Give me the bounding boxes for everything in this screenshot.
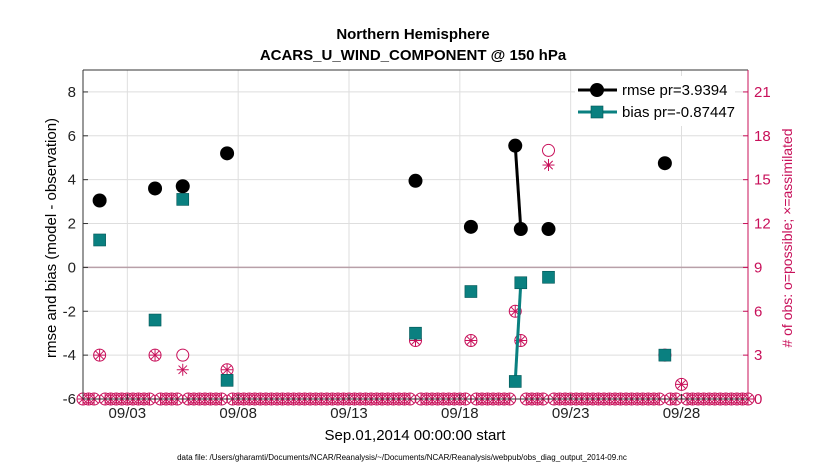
x-tick-label: 09/08 xyxy=(219,405,257,422)
y-tick-label: 2 xyxy=(68,216,76,233)
bias-point xyxy=(464,285,478,298)
rmse-point xyxy=(148,181,163,196)
legend-rmse-label: rmse pr=3.9394 xyxy=(622,82,727,99)
rmse-segment xyxy=(513,145,523,230)
y2-tick-label: 6 xyxy=(754,303,762,320)
y-tick-label: 0 xyxy=(68,259,76,276)
legend-bias-marker xyxy=(590,105,604,119)
rmse-point xyxy=(657,156,672,171)
obs-assimilated-marker xyxy=(149,349,162,362)
obs-assimilated-marker xyxy=(542,159,555,172)
y-tick-label: 8 xyxy=(68,84,76,101)
y2-tick-label: 15 xyxy=(754,172,771,189)
obs-assimilated-marker xyxy=(93,349,106,362)
y-tick-label: 4 xyxy=(68,172,76,189)
x-axis-label: Sep.01,2014 00:00:00 start xyxy=(325,427,507,444)
obs-assimilated-marker xyxy=(221,363,234,376)
rmse-point xyxy=(541,222,556,237)
x-tick-label: 09/03 xyxy=(109,405,147,422)
x-tick-label: 09/18 xyxy=(441,405,479,422)
y2-tick-label: 3 xyxy=(754,347,762,364)
asterisk-stroke xyxy=(543,160,554,170)
bias-point xyxy=(409,326,422,340)
asterisk-stroke xyxy=(95,350,105,360)
asterisk-stroke xyxy=(178,365,188,375)
bias-point xyxy=(148,313,162,327)
tick-labels: 09/03 09/08 09/13 09/18 09/23 09/28 -6 -4 -2 0 2 4 6… xyxy=(63,84,771,422)
x-tick-label: 09/23 xyxy=(552,405,590,422)
asterisk-stroke xyxy=(222,365,232,375)
legend-bias-label: bias pr=-0.87447 xyxy=(622,104,735,121)
bias-point xyxy=(658,348,672,362)
y-axis-label: rmse and bias (model - observation) xyxy=(43,118,60,358)
y2-tick-label: 12 xyxy=(754,216,771,233)
rmse-point xyxy=(508,138,523,153)
legend-rmse-marker xyxy=(590,83,604,97)
y-tick-label: -6 xyxy=(63,391,76,408)
y2-tick-label: 21 xyxy=(754,84,771,101)
chart-title: Northern Hemisphere xyxy=(336,26,489,43)
x-tick-label: 09/13 xyxy=(330,405,368,422)
rmse-point xyxy=(408,173,423,188)
y-tick-label: -4 xyxy=(63,347,76,364)
y2-axis-label: # of obs: o=possible; ×=assimilated xyxy=(779,128,795,347)
obs-assimilated-marker xyxy=(464,334,477,347)
rmse-point xyxy=(92,193,107,208)
rmse-point xyxy=(175,179,190,194)
bias-point xyxy=(508,375,522,388)
obs-assimilated-marker xyxy=(176,363,189,376)
bias-point xyxy=(514,276,528,290)
chart-subtitle: ACARS_U_WIND_COMPONENT @ 150 hPa xyxy=(260,47,567,64)
axes-frame xyxy=(82,69,749,400)
obs-possible-marker xyxy=(176,348,190,362)
bias-point xyxy=(93,233,106,247)
obs-possible-marker xyxy=(542,143,555,157)
y2-tick-label: 9 xyxy=(754,259,762,276)
asterisk-stroke xyxy=(466,335,476,346)
obs-assimilated-marker xyxy=(675,378,688,391)
asterisk-stroke xyxy=(676,379,687,389)
data-file-note: data file: /Users/gharamti/Documents/NCA… xyxy=(177,453,627,462)
asterisk-stroke xyxy=(150,350,160,360)
bias-point xyxy=(542,270,555,284)
rmse-point xyxy=(513,222,528,237)
bias-point xyxy=(220,374,234,387)
x-tick-label: 09/28 xyxy=(663,405,701,422)
bias-point xyxy=(176,193,190,206)
y2-tick-label: 0 xyxy=(754,391,762,408)
legend: rmse pr=3.9394 bias pr=-0.87447 xyxy=(575,76,735,126)
bias-segment xyxy=(513,282,523,382)
y-tick-label: 6 xyxy=(68,128,76,145)
y2-tick-label: 18 xyxy=(754,128,771,145)
rmse-point xyxy=(463,219,478,234)
rmse-point xyxy=(220,146,235,161)
y-tick-label: -2 xyxy=(63,303,76,320)
